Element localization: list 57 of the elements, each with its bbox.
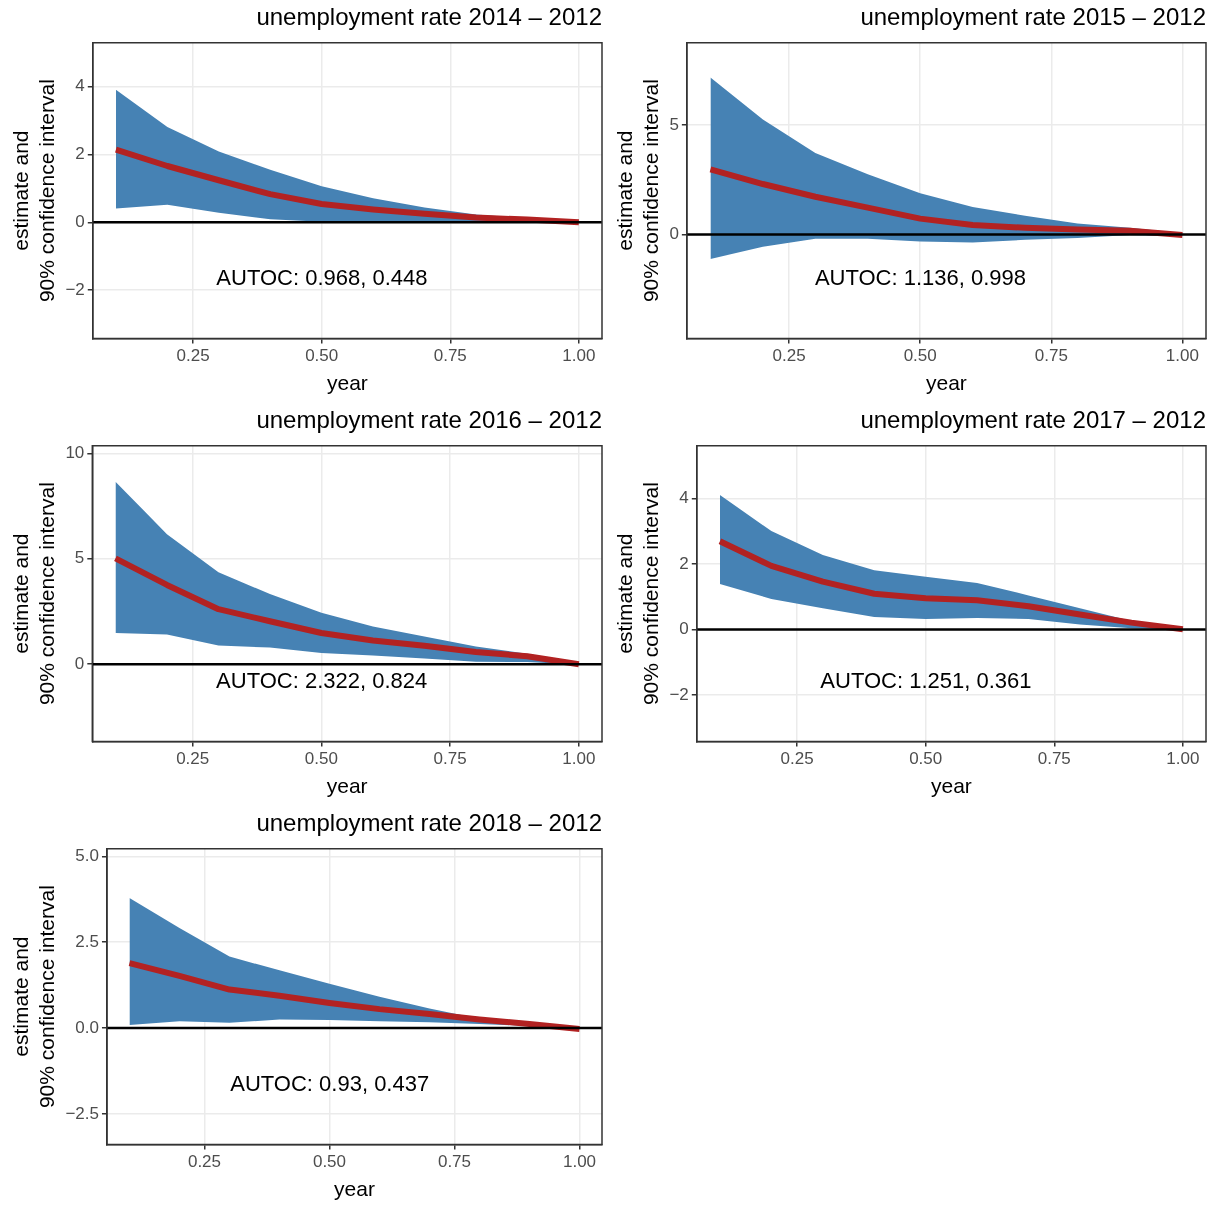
x-tick-label: 0.50 [312,1152,347,1172]
y-axis-title: estimate and 90% confidence interval [613,482,662,706]
x-axis-title: year [926,371,967,395]
x-tick-label: 0.75 [433,749,467,769]
x-tick-label: 1.00 [562,1152,597,1172]
x-tick-label: 0.75 [1037,749,1071,769]
x-tick-label: 1.00 [1165,346,1199,366]
x-tick-label: 0.75 [433,346,467,366]
x-axis-title: year [326,371,368,395]
x-tick-label: 1.00 [562,346,596,366]
y-tick-label: 2 [679,553,689,573]
y-tick-label: 0 [669,224,679,244]
annotation: AUTOC: 1.251, 0.361 [820,668,1032,694]
x-axis-title: year [334,1177,375,1201]
y-axis-title: estimate and 90% confidence interval [9,885,58,1109]
y-tick-label: 0.0 [75,1017,99,1037]
annotation: AUTOC: 0.93, 0.437 [230,1071,430,1097]
x-tick-label: 0.50 [903,346,937,366]
x-tick-label: 0.50 [305,346,339,366]
x-tick-label: 0.25 [772,346,806,366]
y-tick-label: 5.0 [75,846,99,866]
x-tick-label: 0.25 [187,1152,222,1172]
y-tick-label: 0 [75,212,85,232]
y-axis-title: estimate and 90% confidence interval [9,482,58,706]
y-tick-label: 4 [75,76,85,96]
chart-title: unemployment rate 2018 – 2012 [256,809,602,837]
y-tick-label: 5 [74,548,85,568]
x-tick-label: 1.00 [1166,749,1200,769]
chart-title: unemployment rate 2014 – 2012 [256,3,602,31]
x-tick-label: 0.25 [176,346,210,366]
y-tick-label: −2 [669,684,689,704]
x-tick-label: 0.50 [909,749,943,769]
y-tick-label: 2 [75,144,85,164]
y-tick-label: 10 [65,443,85,463]
y-tick-label: −2 [65,279,85,299]
y-tick-label: 4 [679,487,689,507]
x-tick-label: 0.25 [780,749,814,769]
x-axis-title: year [930,774,972,798]
annotation: AUTOC: 2.322, 0.824 [216,668,428,694]
chart-title: unemployment rate 2017 – 2012 [860,406,1206,434]
x-tick-label: 0.25 [176,749,210,769]
y-tick-label: 0 [74,653,85,673]
x-tick-label: 1.00 [562,749,596,769]
y-axis-title: estimate and 90% confidence interval [9,79,58,303]
y-tick-label: 0 [679,619,689,639]
y-tick-label: 5 [669,114,679,134]
x-tick-label: 0.75 [1034,346,1068,366]
x-tick-label: 0.50 [304,749,338,769]
annotation: AUTOC: 1.136, 0.998 [814,265,1027,291]
y-tick-label: 2.5 [75,931,99,951]
chart-title: unemployment rate 2015 – 2012 [860,3,1206,31]
x-axis-title: year [326,774,368,798]
y-tick-label: −2.5 [65,1103,99,1123]
annotation: AUTOC: 0.968, 0.448 [216,265,428,291]
y-axis-title: estimate and 90% confidence interval [613,79,662,303]
x-tick-label: 0.75 [437,1152,472,1172]
chart-title: unemployment rate 2016 – 2012 [256,406,602,434]
